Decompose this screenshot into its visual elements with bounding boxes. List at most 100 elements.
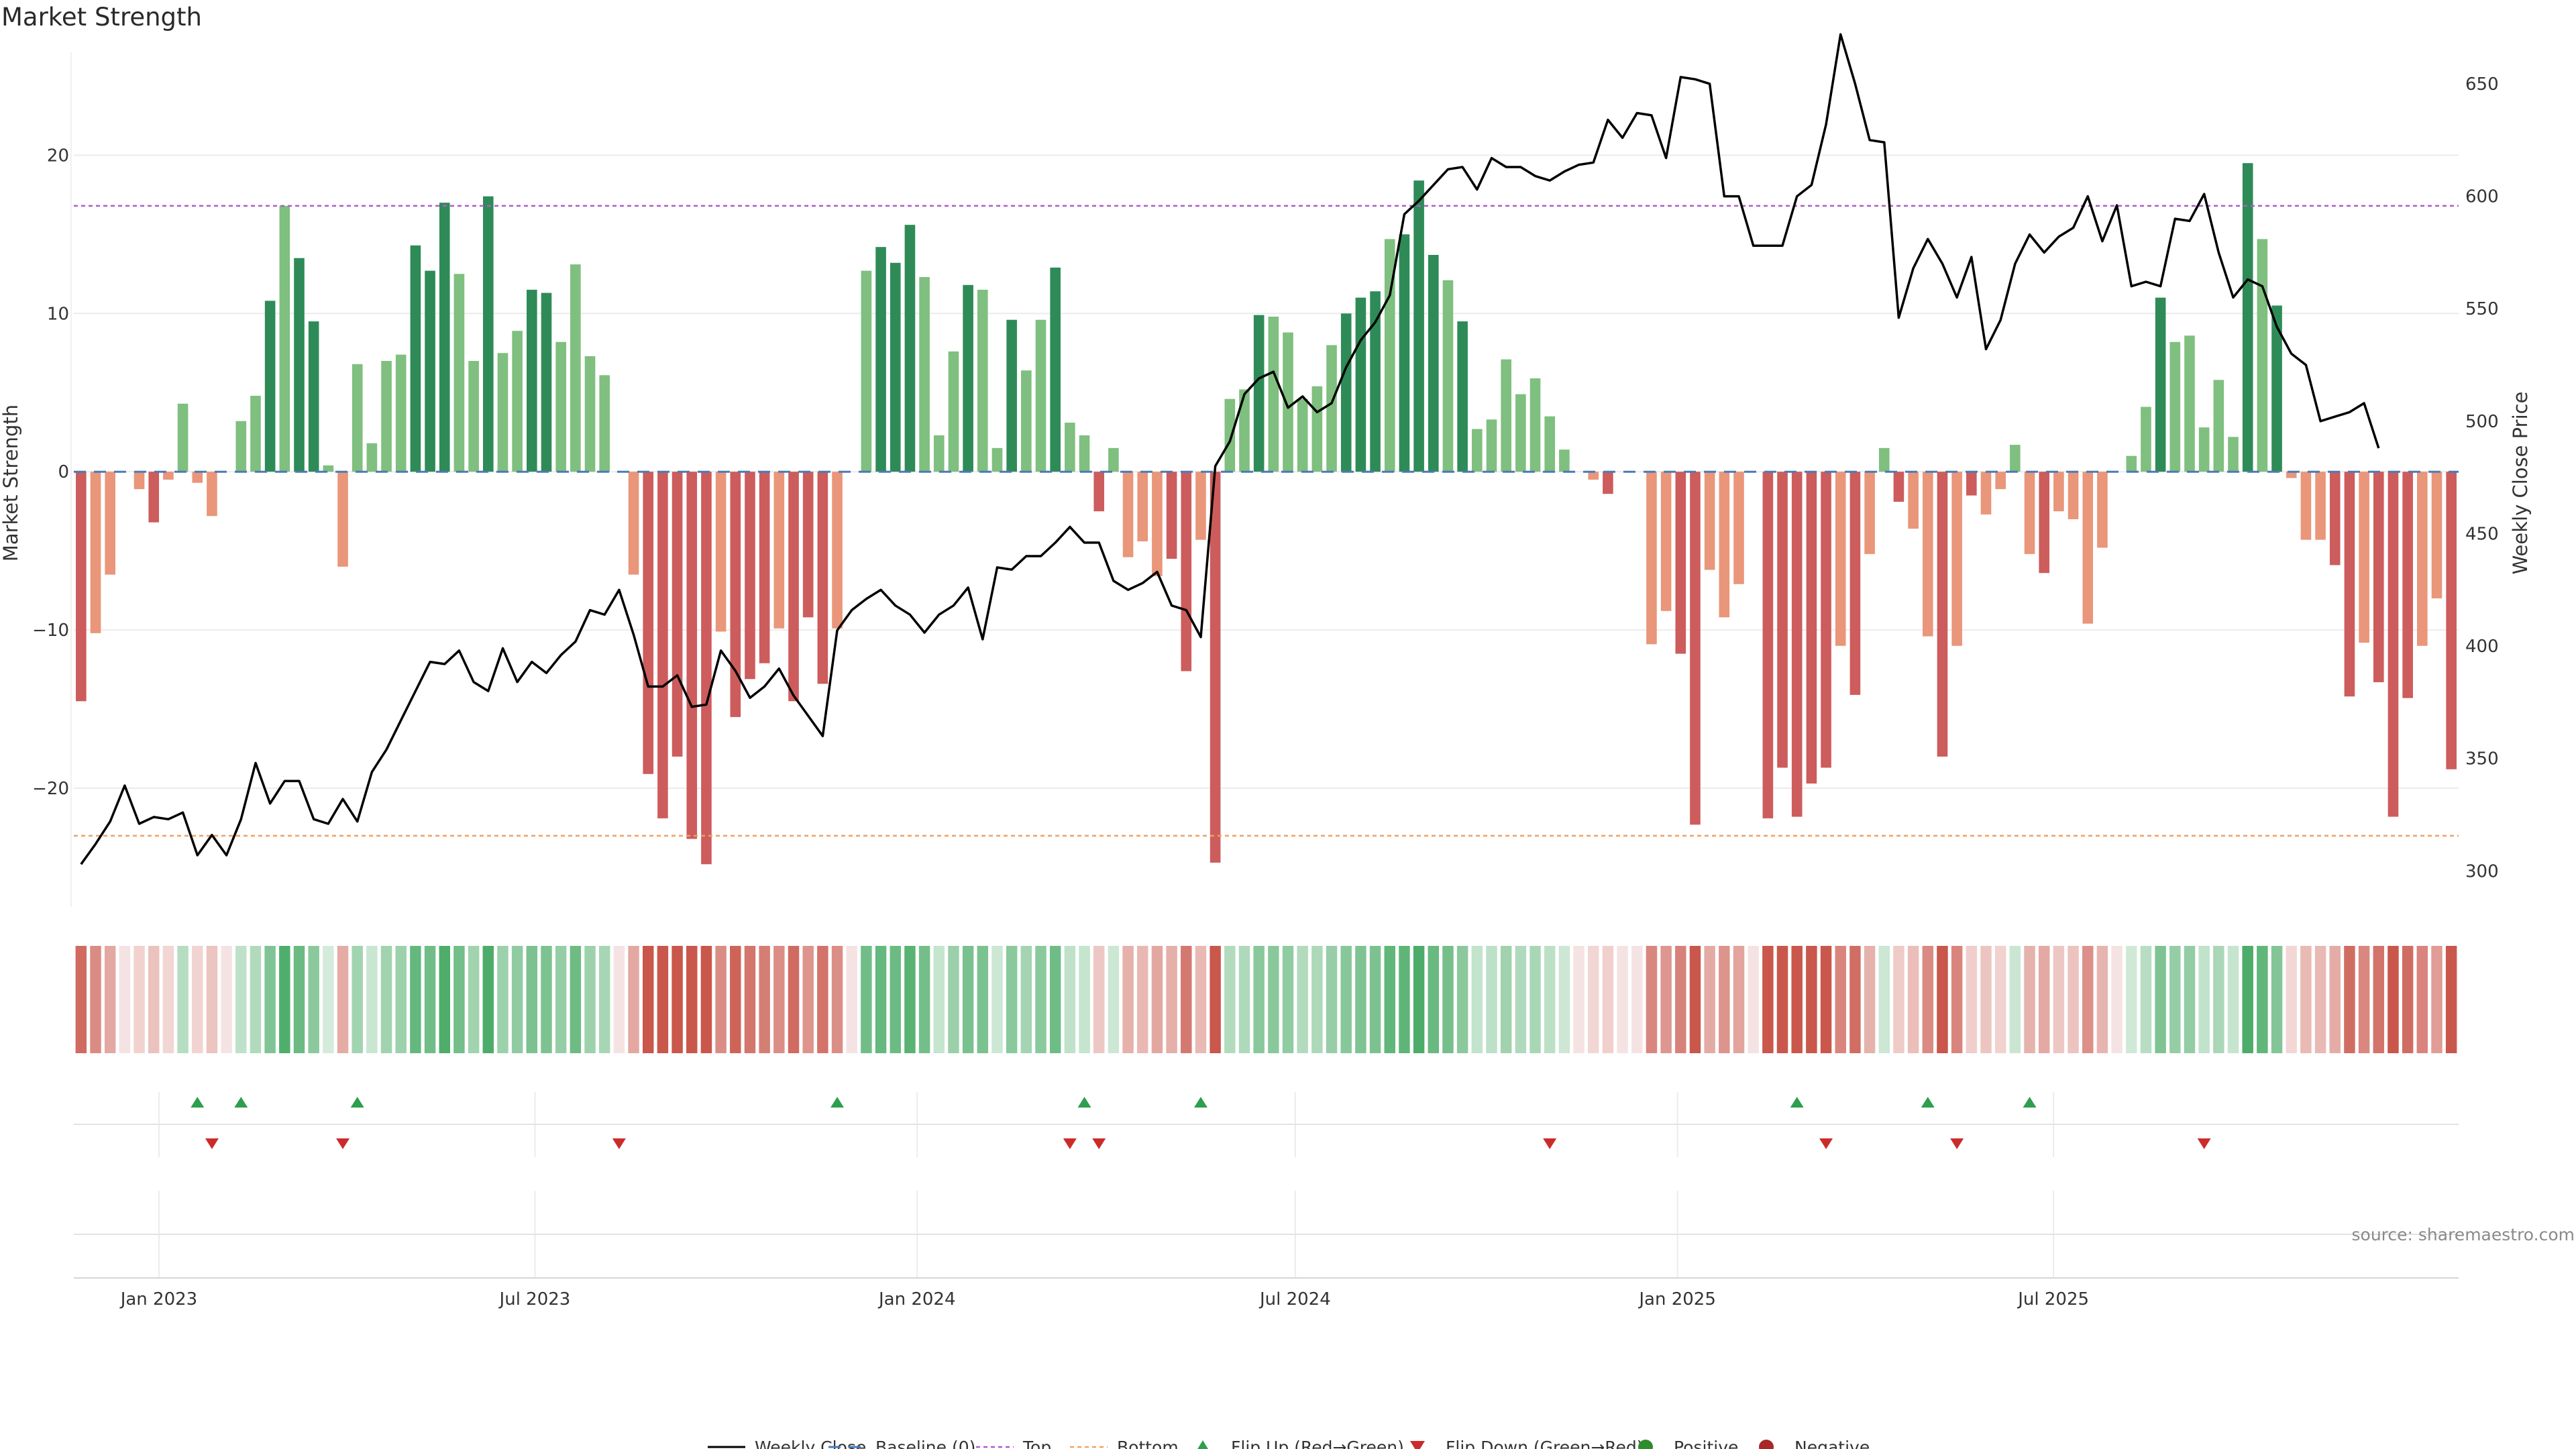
flip-up-marker (350, 1097, 364, 1108)
strength-bar (2286, 472, 2297, 478)
strength-bar (323, 465, 334, 472)
heat-cell (2344, 946, 2355, 1053)
strength-bar (861, 270, 872, 472)
strength-bar (1122, 472, 1134, 557)
strength-bar (1835, 472, 1846, 646)
strength-bar (2024, 472, 2035, 554)
strength-bar (1908, 472, 1919, 529)
heat-cell (1326, 946, 1338, 1053)
heat-cell (831, 946, 843, 1053)
heat-cell (861, 946, 872, 1053)
heat-cell (1573, 946, 1585, 1053)
heat-cell (1428, 946, 1440, 1053)
heat-cell (206, 946, 218, 1053)
flip-up-marker (1921, 1097, 1935, 1108)
strength-bar (948, 351, 959, 472)
heat-cell (1456, 946, 1468, 1053)
heat-cell (2009, 946, 2021, 1053)
strength-bar (207, 472, 217, 517)
strength-bar (2097, 472, 2108, 548)
strength-bar (1762, 472, 1774, 818)
strength-bar (701, 472, 712, 865)
strength-bar (1442, 280, 1454, 472)
heat-cell (788, 946, 800, 1053)
legend-label: Bottom (1117, 1438, 1179, 1449)
strength-bar (570, 264, 581, 472)
heat-cell (177, 946, 189, 1053)
heat-cell (1704, 946, 1715, 1053)
heat-cell (439, 946, 450, 1053)
strength-bar (148, 472, 160, 523)
heat-cell (221, 946, 232, 1053)
strength-bar (250, 395, 261, 472)
strength-bar (1210, 472, 1221, 863)
y-left-tick-label: −10 (32, 621, 69, 641)
strength-bar (1428, 254, 1439, 472)
strength-bar (817, 472, 828, 684)
strength-bar (1529, 378, 1541, 472)
heat-cell (1529, 946, 1541, 1053)
heat-cell (2373, 946, 2385, 1053)
heat-cell (700, 946, 712, 1053)
strength-bar (963, 284, 973, 472)
y-right-tick-label: 450 (2465, 524, 2499, 544)
y-right-tick-label: 350 (2465, 749, 2499, 769)
heat-cell (570, 946, 582, 1053)
strength-bar (2242, 163, 2253, 472)
strength-bar (1340, 313, 1352, 472)
heat-cell (1093, 946, 1105, 1053)
heat-cell (1820, 946, 1832, 1053)
heat-cell (1340, 946, 1352, 1053)
flip-down-marker (1819, 1138, 1833, 1149)
heat-cell (1442, 946, 1454, 1053)
heat-cell (1776, 946, 1788, 1053)
strength-bar (599, 375, 610, 472)
strength-bar (76, 472, 87, 702)
heat-cell (497, 946, 508, 1053)
strength-bar (1152, 472, 1163, 576)
price-line-layer (80, 33, 2380, 865)
heat-cell (2111, 946, 2123, 1053)
strength-bar (555, 341, 566, 472)
heat-cell (453, 946, 465, 1053)
strength-bar (1253, 315, 1265, 472)
strength-bar (686, 472, 698, 839)
legend-item: Flip Down (Green→Red) (1410, 1438, 1644, 1449)
heat-cell (410, 946, 421, 1053)
strength-bar (904, 225, 916, 472)
y-left-tick-label: −20 (32, 779, 69, 799)
strength-bar (1370, 291, 1381, 472)
weekly-close-line (80, 33, 2380, 865)
y-left-tick-label: 0 (58, 462, 69, 482)
strength-bar (2446, 472, 2457, 769)
heat-cell (2169, 946, 2181, 1053)
strength-bar (2228, 437, 2239, 472)
heat-cell (366, 946, 378, 1053)
strength-bar (2402, 472, 2413, 698)
heat-cell (1806, 946, 1817, 1053)
legend-item: Bottom (1070, 1438, 1179, 1449)
strength-bar (1326, 345, 1337, 472)
strength-bar (1501, 359, 1511, 472)
strength-bar (2155, 297, 2166, 472)
strength-bar (1864, 472, 1875, 554)
strength-bar (1878, 447, 1890, 472)
heat-cell (468, 946, 480, 1053)
flip-up-marker (2023, 1097, 2037, 1108)
heat-cell (323, 946, 334, 1053)
heat-cell (1587, 946, 1599, 1053)
strength-bar (1690, 472, 1701, 825)
strength-bar (2053, 472, 2064, 512)
strength-bar (1791, 472, 1803, 817)
strength-bar (1108, 447, 1119, 472)
flip-up-legend-icon (1197, 1440, 1208, 1449)
heat-cell (657, 946, 669, 1053)
flip-down-marker (336, 1138, 350, 1149)
heat-cell (2126, 946, 2137, 1053)
strength-bar (2329, 472, 2341, 566)
strength-bar (1893, 472, 1904, 502)
heat-cell (1384, 946, 1395, 1053)
legend-item: Flip Up (Red→Green) (1197, 1438, 1404, 1449)
strength-bar (1224, 398, 1236, 472)
heat-cell (1994, 946, 2006, 1053)
